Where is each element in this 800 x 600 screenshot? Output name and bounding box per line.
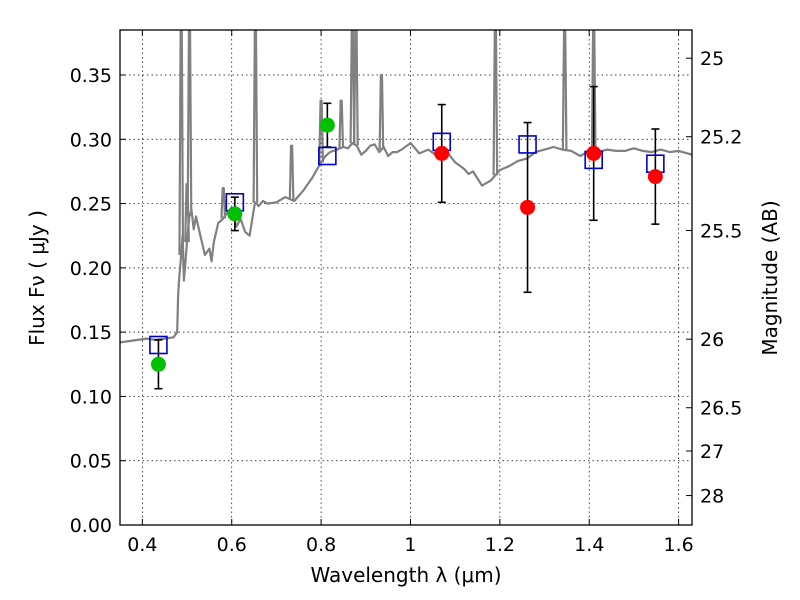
x-tick-label: 0.4 bbox=[127, 534, 157, 556]
emission-line bbox=[318, 99, 324, 163]
y2-tick-label: 26.5 bbox=[700, 398, 742, 420]
model-bandpass-box bbox=[149, 335, 168, 355]
y-tick-label: 0.00 bbox=[70, 515, 112, 537]
nir-point bbox=[434, 145, 450, 161]
x-tick-label: 1.6 bbox=[663, 534, 693, 556]
x-axis-title: Wavelength λ (μm) bbox=[310, 563, 501, 587]
emission-line bbox=[378, 73, 385, 150]
optical-point bbox=[150, 356, 166, 372]
y2-tick-label: 25.5 bbox=[700, 220, 742, 242]
y-tick-label: 0.20 bbox=[70, 258, 112, 280]
y2-tick-label: 26 bbox=[700, 329, 724, 351]
emission-line bbox=[492, 30, 499, 176]
model-spectrum bbox=[120, 142, 692, 344]
y-tick-label: 0.05 bbox=[70, 451, 112, 473]
optical-point bbox=[227, 206, 243, 222]
emission-line bbox=[252, 30, 259, 203]
emission-line bbox=[338, 99, 345, 148]
plot-frame bbox=[119, 29, 693, 526]
optical-point bbox=[319, 117, 335, 133]
y2-tick-label: 25.2 bbox=[700, 127, 742, 149]
emission-line bbox=[349, 30, 356, 144]
y2-tick-label: 27 bbox=[700, 441, 724, 463]
nir-point bbox=[520, 199, 536, 215]
model-bandpass-box bbox=[318, 146, 337, 166]
y-axis-title: Flux Fν ( μJy ) bbox=[25, 210, 49, 346]
nir-point bbox=[586, 145, 602, 161]
x-tick-label: 1 bbox=[404, 534, 416, 556]
x-tick-label: 0.8 bbox=[306, 534, 336, 556]
model-bandpass-box bbox=[518, 135, 537, 154]
emission-line bbox=[353, 30, 359, 146]
data-points bbox=[149, 117, 665, 372]
plot-area bbox=[120, 30, 692, 344]
y2-tick-label: 25 bbox=[700, 48, 724, 70]
y-tick-label: 0.10 bbox=[70, 386, 112, 408]
emission-line bbox=[288, 144, 295, 200]
plot-background bbox=[120, 30, 692, 525]
emission-line bbox=[220, 187, 227, 219]
ticks: 0.4 0.6 0.8 1 1.2 1.4 1.6 0.00 0.05 0.10 0.15 0.20 0… bbox=[70, 30, 742, 556]
y-tick-label: 0.35 bbox=[70, 65, 112, 87]
x-tick-label: 0.6 bbox=[217, 534, 247, 556]
emission-line bbox=[178, 30, 185, 256]
emission-line bbox=[561, 30, 568, 150]
y2-axis-title: Magnitude (AB) bbox=[758, 200, 782, 355]
emission-line bbox=[186, 30, 193, 216]
y-tick-label: 0.25 bbox=[70, 194, 112, 216]
y-tick-label: 0.15 bbox=[70, 322, 112, 344]
x-tick-label: 1.2 bbox=[485, 534, 515, 556]
y-tick-label: 0.30 bbox=[70, 129, 112, 151]
y2-tick-label: 28 bbox=[700, 486, 724, 508]
emission-line bbox=[590, 30, 597, 152]
grid bbox=[120, 30, 692, 526]
x-tick-label: 1.4 bbox=[574, 534, 604, 556]
nir-point bbox=[647, 169, 663, 185]
